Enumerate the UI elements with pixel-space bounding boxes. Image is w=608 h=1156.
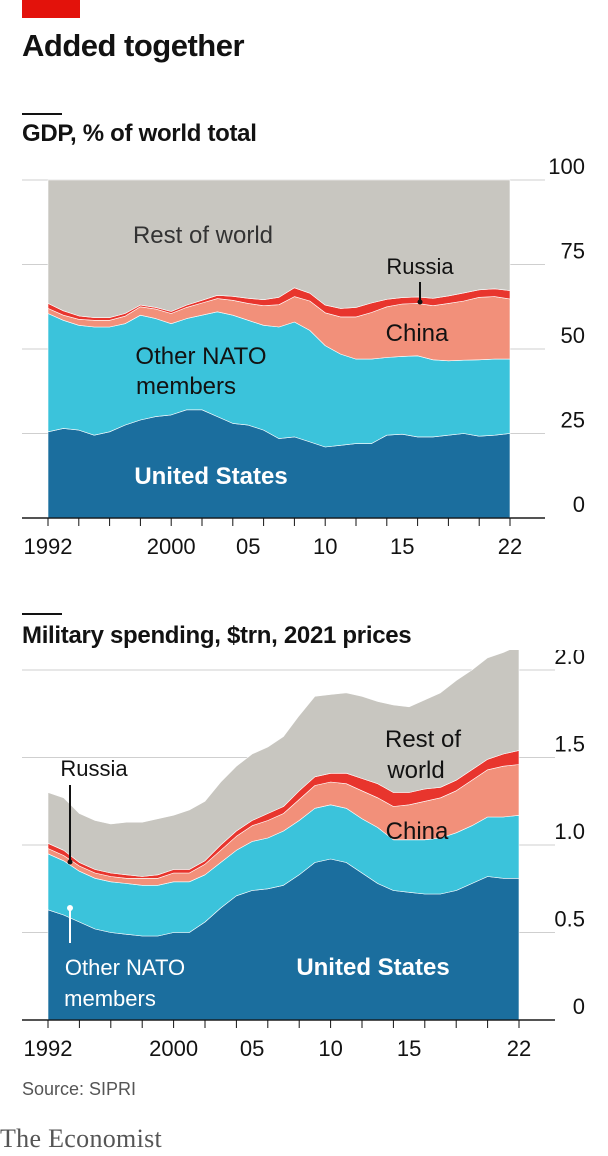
series-label-other_nato: Other NATO [135,343,266,370]
series-label-russia: Russia [60,756,128,781]
x-tick-label: 22 [507,1036,531,1061]
gdp-chart-title: GDP, % of world total [22,120,257,147]
series-label-rest_of_world: world [386,757,444,784]
series-label-other_nato: members [136,373,236,400]
x-tick-label: 22 [498,534,522,559]
economist-logo: The Economist [0,1124,163,1153]
y-tick-label: 2.0 [554,650,585,669]
y-tick-label: 50 [561,323,585,348]
area-series-rest_of_world [47,179,511,318]
series-label-other_nato: members [64,986,156,1011]
x-tick-label: 2000 [147,534,196,559]
y-tick-label: 75 [561,239,585,264]
other-nato-callout-dot [67,905,73,911]
x-tick-label: 05 [240,1036,264,1061]
x-tick-label: 1992 [24,534,73,559]
panel-rule [22,613,62,615]
x-tick-label: 05 [236,534,260,559]
y-tick-label: 1.5 [554,732,585,757]
series-label-united_states: United States [296,954,449,981]
y-tick-label: 0.5 [554,907,585,932]
source-note: Source: SIPRI [22,1079,137,1099]
page-title: Added together [22,28,245,63]
x-tick-label: 10 [313,534,337,559]
x-tick-label: 15 [390,534,414,559]
brand-red-tag [22,0,80,18]
y-tick-label: 1.0 [554,819,585,844]
series-label-china: China [386,320,449,347]
series-label-united_states: United States [134,463,287,490]
military-chart-title: Military spending, $trn, 2021 prices [22,622,412,649]
series-label-china: China [386,818,449,845]
y-tick-label: 25 [561,408,585,433]
military-chart: 0 0.5 1.0 1.5 2.0 1992 2000 05 10 15 22 Rest of worl… [22,650,585,1061]
russia-callout-dot [67,859,73,865]
y-tick-label: 100 [548,154,585,179]
y-tick-label: 0 [573,994,585,1019]
series-label-other_nato: Other NATO [65,955,185,980]
x-tick-label: 1992 [24,1036,73,1061]
series-label-rest_of_world: Rest of [385,726,461,753]
area-series-rest_of_world [47,650,520,877]
y-tick-label: 0 [573,492,585,517]
x-tick-label: 10 [318,1036,342,1061]
series-label-rest_of_world: Rest of world [133,222,273,249]
x-tick-label: 2000 [149,1036,198,1061]
series-label-russia: Russia [386,254,454,279]
panel-rule [22,113,62,115]
x-tick-label: 15 [397,1036,421,1061]
gdp-chart: 0 25 50 75 100 1992 2000 05 10 15 22 Rest of world O… [22,154,585,559]
russia-callout-dot [417,299,423,305]
